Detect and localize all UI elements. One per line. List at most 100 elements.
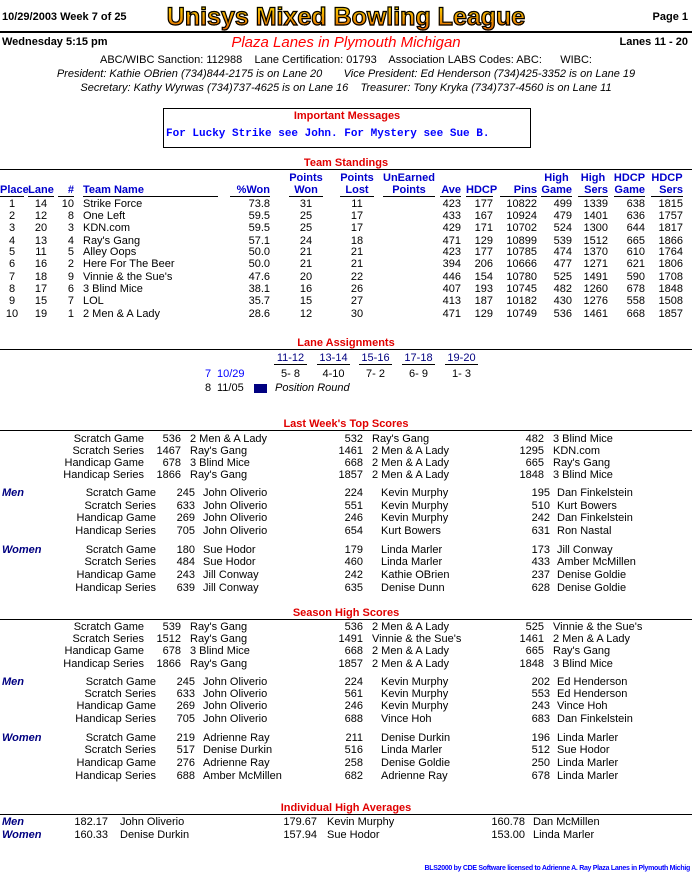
standings-cell: 20 bbox=[299, 271, 313, 283]
standings-cell: 430 bbox=[553, 295, 572, 307]
standings-cell: 167 bbox=[474, 210, 493, 222]
column-header: Pins bbox=[500, 184, 537, 197]
score-value: 242 bbox=[531, 512, 550, 524]
column-header-line1: HDCP bbox=[651, 172, 683, 184]
standings-cell: 3 bbox=[8, 222, 16, 234]
standings-cell: 4 bbox=[67, 235, 74, 247]
score-category: Scratch Game bbox=[85, 487, 156, 499]
day-time: Wednesday 5:15 pm bbox=[2, 36, 108, 48]
score-holder: Dan Finkelstein bbox=[557, 487, 633, 499]
divider bbox=[0, 349, 692, 350]
standings-cell: 474 bbox=[553, 246, 572, 258]
standings-cell: Ray's Gang bbox=[83, 235, 141, 247]
score-value: 635 bbox=[344, 582, 363, 594]
score-holder: Kevin Murphy bbox=[381, 676, 449, 688]
score-value: 553 bbox=[531, 688, 550, 700]
score-holder: Kurt Bowers bbox=[381, 525, 441, 537]
standings-cell: 1 bbox=[8, 198, 16, 210]
standings-cell: 21 bbox=[350, 258, 364, 270]
column-header: Ave bbox=[440, 184, 461, 197]
standings-cell: 50.0 bbox=[248, 258, 270, 270]
score-holder: 2 Men & A Lady bbox=[372, 445, 450, 457]
score-category: Scratch Game bbox=[73, 621, 144, 633]
standings-cell: 1848 bbox=[658, 283, 683, 295]
standings-cell: 129 bbox=[474, 308, 493, 320]
messages-title: Important Messages bbox=[293, 110, 401, 122]
gender-label: Men bbox=[2, 816, 24, 828]
score-holder: Kevin Murphy bbox=[381, 500, 449, 512]
standings-cell: 1815 bbox=[658, 198, 683, 210]
score-value: 1512 bbox=[156, 633, 181, 645]
score-holder: 2 Men & A Lady bbox=[372, 469, 450, 481]
score-value: 179 bbox=[344, 544, 363, 556]
standings-cell: 25 bbox=[299, 210, 313, 222]
score-category: Handicap Game bbox=[76, 700, 157, 712]
score-value: 532 bbox=[344, 433, 363, 445]
score-value: 276 bbox=[176, 757, 195, 769]
lane-pair-header: 11-12 bbox=[274, 352, 307, 365]
score-holder: Jill Conway bbox=[203, 582, 259, 594]
standings-cell: 22 bbox=[350, 271, 364, 283]
score-holder: Kevin Murphy bbox=[381, 700, 449, 712]
standings-cell: 12 bbox=[34, 210, 48, 222]
score-value: 219 bbox=[176, 732, 195, 744]
officers-line-2: Secretary: Kathy Wyrwas (734)737-4625 is… bbox=[80, 82, 612, 94]
standings-cell: 11 bbox=[35, 246, 47, 258]
standings-cell: 10822 bbox=[506, 198, 537, 210]
standings-cell: 177 bbox=[474, 246, 493, 258]
standings-cell: 12 bbox=[299, 308, 313, 320]
score-holder: Amber McMillen bbox=[203, 770, 282, 782]
bowler-name: Linda Marler bbox=[533, 829, 595, 841]
women-label: Women bbox=[2, 544, 42, 556]
standings-cell: 525 bbox=[553, 271, 572, 283]
gender-label: Women bbox=[2, 829, 42, 841]
lane-pair-header: 15-16 bbox=[359, 352, 392, 365]
standings-cell: 1339 bbox=[583, 198, 608, 210]
standings-cell: 30 bbox=[350, 308, 364, 320]
score-holder: Ed Henderson bbox=[557, 676, 628, 688]
score-holder: Jill Conway bbox=[203, 569, 259, 581]
score-holder: Sue Hodor bbox=[557, 744, 610, 756]
score-holder: Kevin Murphy bbox=[381, 688, 449, 700]
score-holder: Linda Marler bbox=[381, 544, 443, 556]
score-value: 665 bbox=[525, 645, 544, 657]
score-value: 433 bbox=[531, 556, 550, 568]
standings-cell: 2 Men & A Lady bbox=[83, 308, 161, 320]
next-week: 8 bbox=[205, 382, 212, 394]
officers-line-1: President: Kathie OBrien (734)844-2175 i… bbox=[56, 68, 636, 80]
standings-cell: 5 bbox=[67, 246, 74, 258]
standings-cell: 17 bbox=[350, 210, 364, 222]
score-value: 202 bbox=[531, 676, 550, 688]
score-value: 1461 bbox=[338, 445, 363, 457]
standings-cell: 2 bbox=[67, 258, 74, 270]
standings-cell: 558 bbox=[626, 295, 645, 307]
standings-cell: 187 bbox=[474, 295, 493, 307]
score-holder: Kevin Murphy bbox=[381, 487, 449, 499]
score-value: 1461 bbox=[519, 633, 544, 645]
league-title-logo: Unisys Mixed Bowling League bbox=[150, 2, 542, 31]
score-category: Handicap Series bbox=[75, 582, 156, 594]
standings-cell: 206 bbox=[474, 258, 493, 270]
standings-cell: 10899 bbox=[506, 235, 537, 247]
score-holder: Vince Hoh bbox=[381, 713, 432, 725]
column-header-line1: High bbox=[544, 172, 569, 184]
standings-cell: 16 bbox=[34, 258, 48, 270]
score-category: Handicap Series bbox=[75, 525, 156, 537]
score-value: 705 bbox=[176, 713, 195, 725]
score-holder: Adrienne Ray bbox=[203, 757, 270, 769]
score-value: 633 bbox=[176, 500, 195, 512]
column-header: # bbox=[58, 184, 74, 197]
average-value: 157.94 bbox=[283, 829, 317, 841]
score-holder: 2 Men & A Lady bbox=[372, 645, 450, 657]
standings-cell: 129 bbox=[474, 235, 493, 247]
standings-cell: 1 bbox=[67, 308, 74, 320]
score-category: Scratch Series bbox=[72, 633, 144, 645]
standings-cell: 13 bbox=[34, 235, 48, 247]
standings-cell: 16 bbox=[299, 283, 313, 295]
score-value: 211 bbox=[345, 732, 363, 744]
standings-cell: 1806 bbox=[658, 258, 683, 270]
score-value: 1866 bbox=[156, 469, 181, 481]
column-header-line1: Points bbox=[340, 172, 374, 184]
score-value: 688 bbox=[344, 713, 363, 725]
score-value: 1295 bbox=[519, 445, 544, 457]
